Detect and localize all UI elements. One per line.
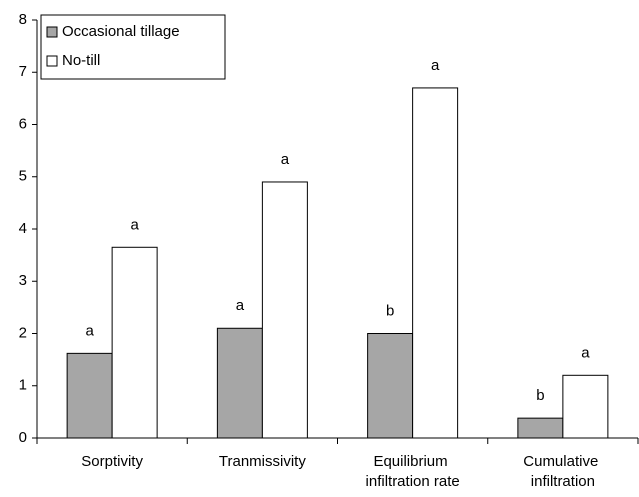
bar [216,327,263,439]
bar [412,87,459,439]
x-tick-label: Cumulative infiltration [523,453,602,490]
y-tick-label: 0 [19,429,27,446]
legend-label: No-till [62,52,100,69]
bar-annotation: a [85,322,94,339]
bar [66,352,113,439]
legend-swatch [46,55,58,67]
bar [517,417,564,439]
bar [261,181,308,439]
bar-annotation: b [536,387,544,404]
bar [367,333,414,439]
y-tick-label: 3 [19,272,27,289]
legend-swatch [46,26,58,38]
y-tick-label: 2 [19,324,27,341]
bar-annotation: a [431,57,440,74]
y-tick-label: 4 [19,220,27,237]
y-tick-label: 6 [19,115,27,132]
y-tick-label: 7 [19,63,27,80]
bar-annotation: a [581,344,590,361]
x-tick-label: Sorptivity [81,453,143,470]
legend-label: Occasional tillage [62,23,180,40]
legend-box [40,14,226,80]
bar-annotation: b [386,302,394,319]
bar [111,246,158,439]
bar-annotation: a [281,151,290,168]
y-tick-label: 5 [19,168,27,185]
x-tick-label: Equilibrium infiltration rate [366,453,460,490]
bar-annotation: a [130,216,139,233]
y-tick-label: 1 [19,377,27,394]
bar [562,374,609,439]
x-tick-label: Tranmissivity [219,453,306,470]
y-tick-label: 8 [19,11,27,28]
bar-annotation: a [236,297,245,314]
